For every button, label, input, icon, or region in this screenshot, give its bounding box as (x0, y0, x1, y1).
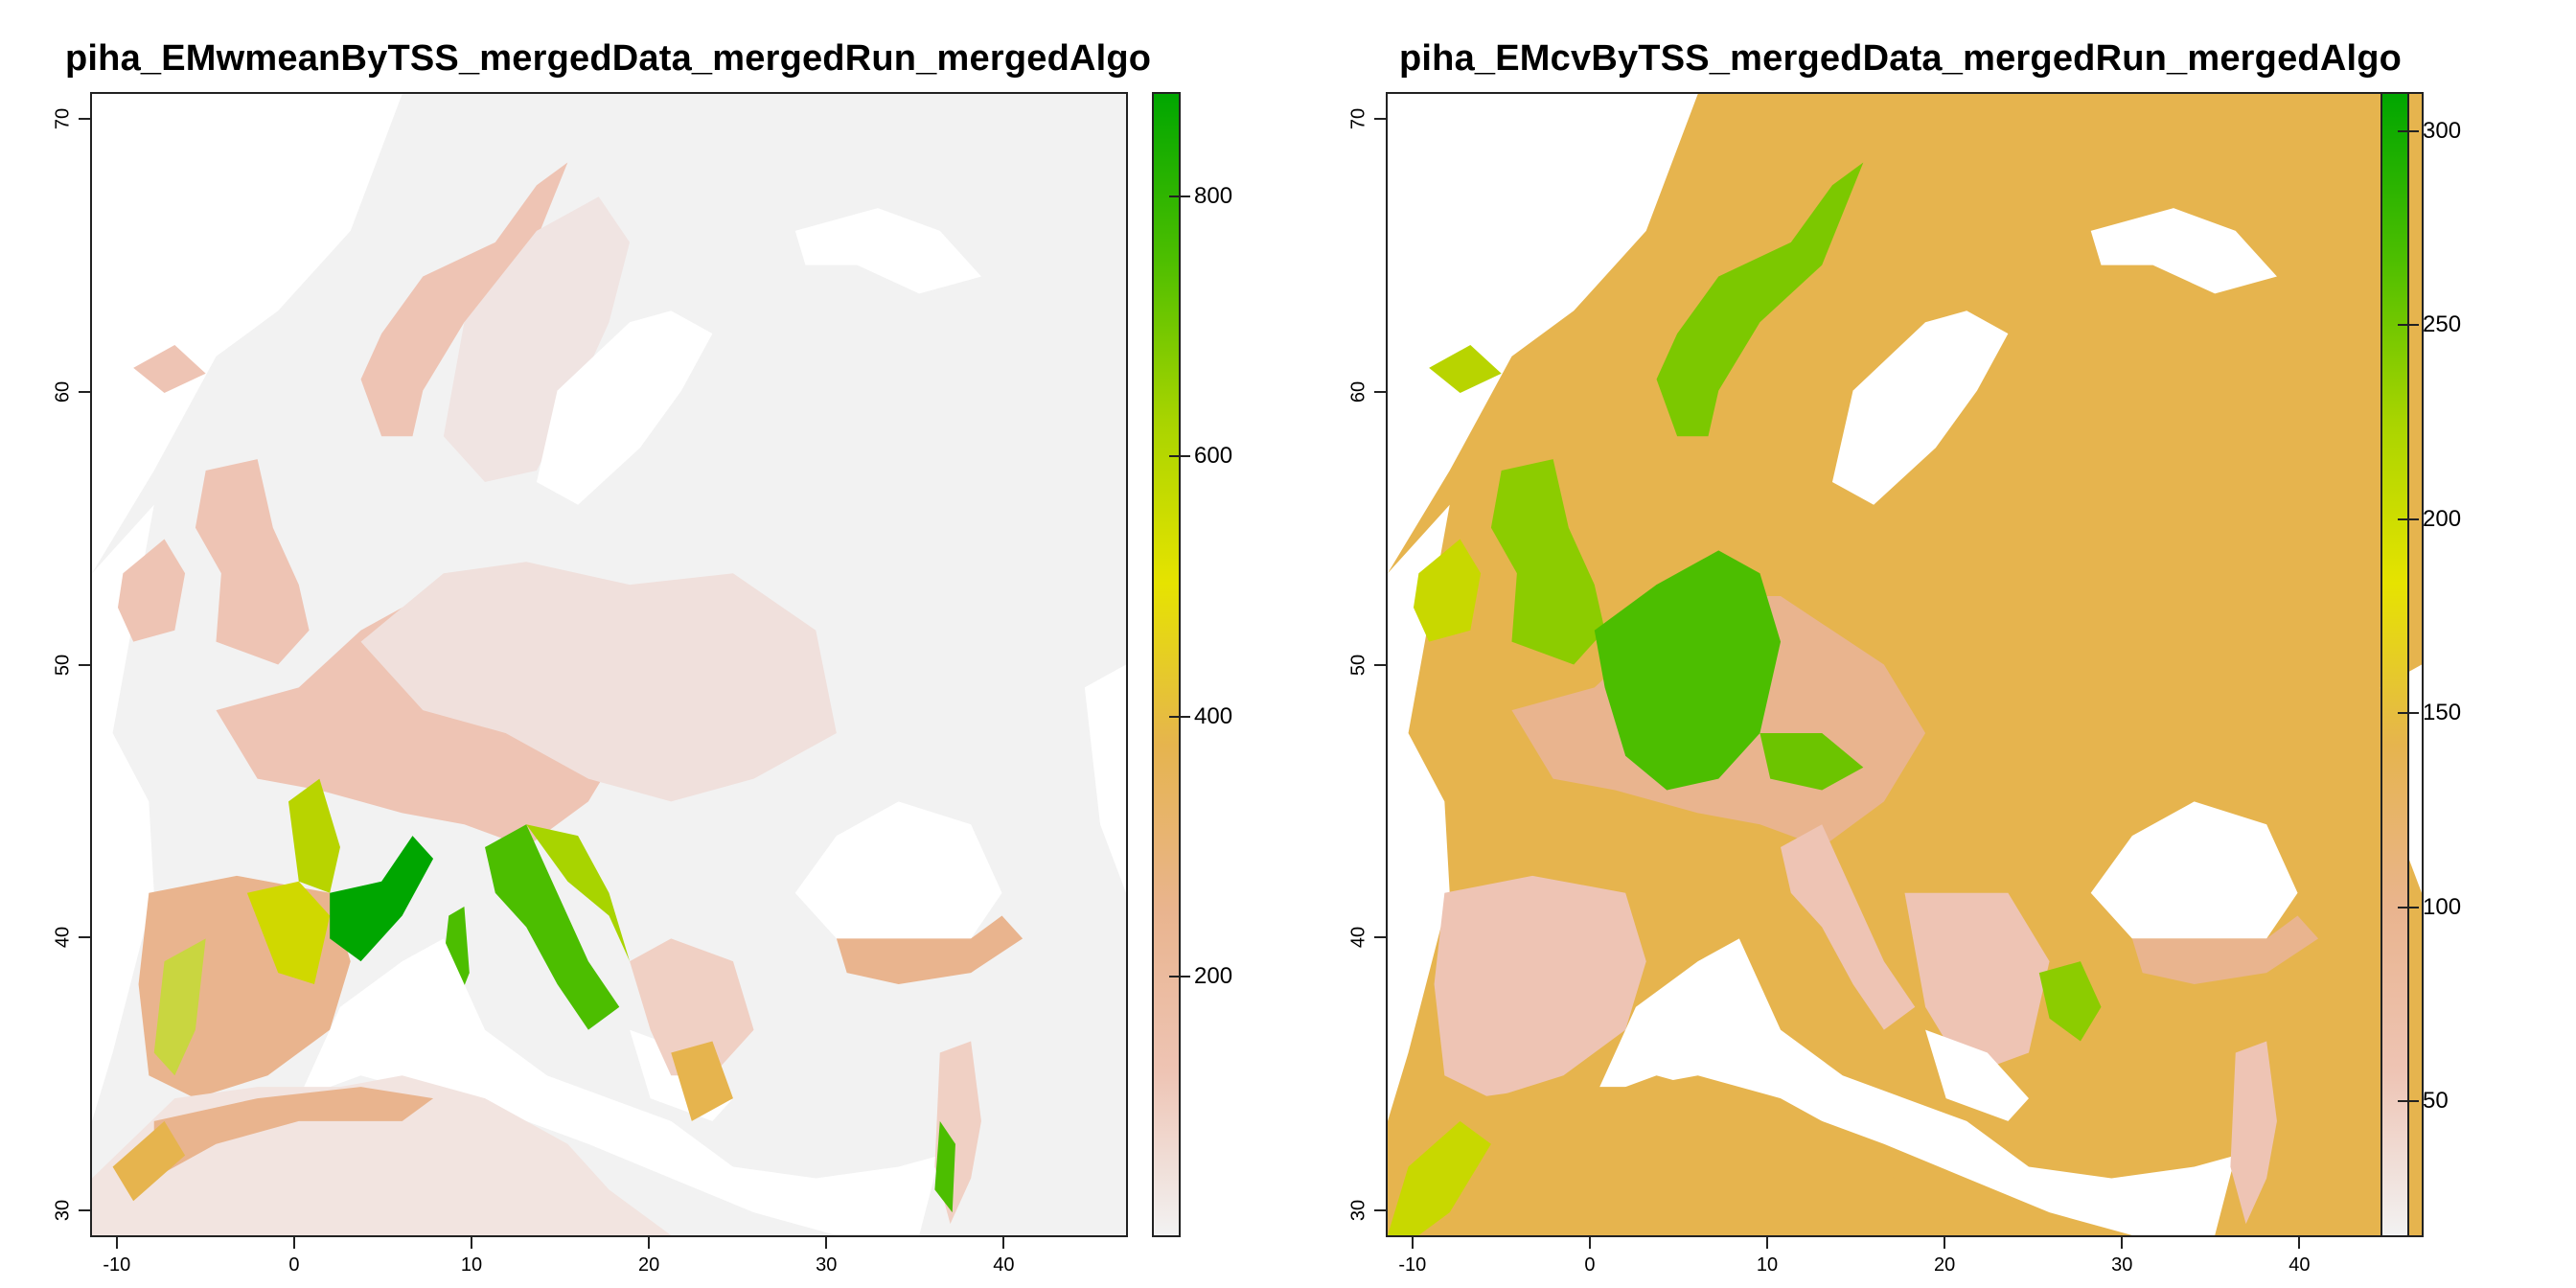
y-axis-tick-label: 40 (52, 926, 74, 949)
x-axis-tick (2121, 1237, 2124, 1249)
legend-tick-label: 100 (2423, 893, 2462, 920)
x-axis-tick (115, 1237, 118, 1249)
map-panel-wmean: piha_EMwmeanByTSS_mergedData_mergedRun_m… (52, 38, 1233, 1276)
map-plot-area (1386, 92, 2424, 1237)
x-axis-tick (1944, 1237, 1946, 1249)
x-axis-tick-label: -10 (103, 1254, 131, 1276)
y-axis-tick (1374, 936, 1386, 939)
legend-tick (1179, 195, 1190, 197)
legend-tick (2398, 324, 2409, 327)
y-axis-tick-label: 70 (1347, 108, 1369, 130)
legend-tick (2398, 906, 2409, 908)
x-axis-tick (1766, 1237, 1769, 1249)
map-title: piha_EMcvByTSS_mergedData_mergedRun_merg… (1399, 38, 2403, 79)
x-axis-tick-label: 40 (2288, 1254, 2311, 1276)
x-axis-tick-label: 0 (1584, 1254, 1596, 1276)
x-axis-tick-label: 20 (1934, 1254, 1956, 1276)
y-axis-tick-label: 60 (52, 380, 74, 403)
legend-tick (2407, 324, 2419, 327)
legend-tick (2407, 906, 2419, 908)
legend-tick (1179, 455, 1190, 458)
x-axis-tick (292, 1237, 295, 1249)
y-axis-tick (79, 390, 90, 393)
map-plot-area (90, 92, 1128, 1237)
legend-tick-label: 400 (1194, 702, 1233, 729)
legend-tick-label: 300 (2423, 117, 2462, 144)
y-axis-tick (79, 936, 90, 939)
raster-map (92, 94, 1126, 1235)
x-axis-tick-label: 30 (2111, 1254, 2133, 1276)
legend-tick (2398, 712, 2409, 715)
y-axis-tick (1374, 390, 1386, 393)
color-legend (1152, 92, 1181, 1237)
y-axis-tick-label: 60 (1347, 380, 1369, 403)
legend-tick (2398, 1100, 2409, 1103)
legend-tick (1179, 715, 1190, 718)
legend-tick (2407, 129, 2419, 132)
x-axis-tick-label: 20 (638, 1254, 660, 1276)
y-axis-tick (1374, 1208, 1386, 1211)
y-axis-tick (1374, 118, 1386, 121)
x-axis-tick (648, 1237, 651, 1249)
legend-tick-label: 250 (2423, 311, 2462, 338)
x-axis-tick-label: 40 (993, 1254, 1015, 1276)
x-axis-tick-label: -10 (1398, 1254, 1427, 1276)
y-axis-tick-label: 30 (52, 1199, 74, 1221)
x-axis-tick (1411, 1237, 1414, 1249)
x-axis-tick (1588, 1237, 1591, 1249)
y-axis-tick-label: 40 (1347, 926, 1369, 949)
legend-tick (2407, 1100, 2419, 1103)
legend-tick-label: 150 (2423, 700, 2462, 726)
y-axis-tick (1374, 663, 1386, 666)
legend-tick-label: 800 (1194, 182, 1233, 209)
y-axis-tick-label: 50 (52, 654, 74, 676)
legend-tick-label: 200 (1194, 963, 1233, 990)
x-axis-tick-label: 0 (288, 1254, 300, 1276)
y-axis-tick-label: 30 (1347, 1199, 1369, 1221)
map-panel-cv: piha_EMcvByTSS_mergedData_mergedRun_merg… (1288, 0, 2576, 1288)
legend-tick (2398, 518, 2409, 520)
legend-tick-label: 600 (1194, 443, 1233, 470)
legend-tick (2407, 712, 2419, 715)
legend-tick (1169, 976, 1181, 978)
legend-tick (1169, 715, 1181, 718)
x-axis-tick (825, 1237, 828, 1249)
legend-tick-label: 200 (2423, 505, 2462, 532)
x-axis-tick-label: 10 (460, 1254, 483, 1276)
y-axis-tick-label: 50 (1347, 654, 1369, 676)
legend-tick (1169, 195, 1181, 197)
legend-tick-label: 50 (2423, 1088, 2449, 1115)
legend-tick (2398, 129, 2409, 132)
y-axis-tick (79, 118, 90, 121)
map-title: piha_EMwmeanByTSS_mergedData_mergedRun_m… (65, 38, 1152, 79)
x-axis-tick (1002, 1237, 1005, 1249)
x-axis-tick-label: 30 (816, 1254, 838, 1276)
legend-tick (1179, 976, 1190, 978)
color-legend (2380, 92, 2409, 1237)
x-axis-tick (2298, 1237, 2301, 1249)
legend-tick (1169, 455, 1181, 458)
x-axis-tick-label: 10 (1756, 1254, 1779, 1276)
y-axis-tick-label: 70 (52, 108, 74, 130)
x-axis-tick (471, 1237, 473, 1249)
raster-map (1388, 94, 2422, 1235)
y-axis-tick (79, 663, 90, 666)
legend-tick (2407, 518, 2419, 520)
y-axis-tick (79, 1208, 90, 1211)
